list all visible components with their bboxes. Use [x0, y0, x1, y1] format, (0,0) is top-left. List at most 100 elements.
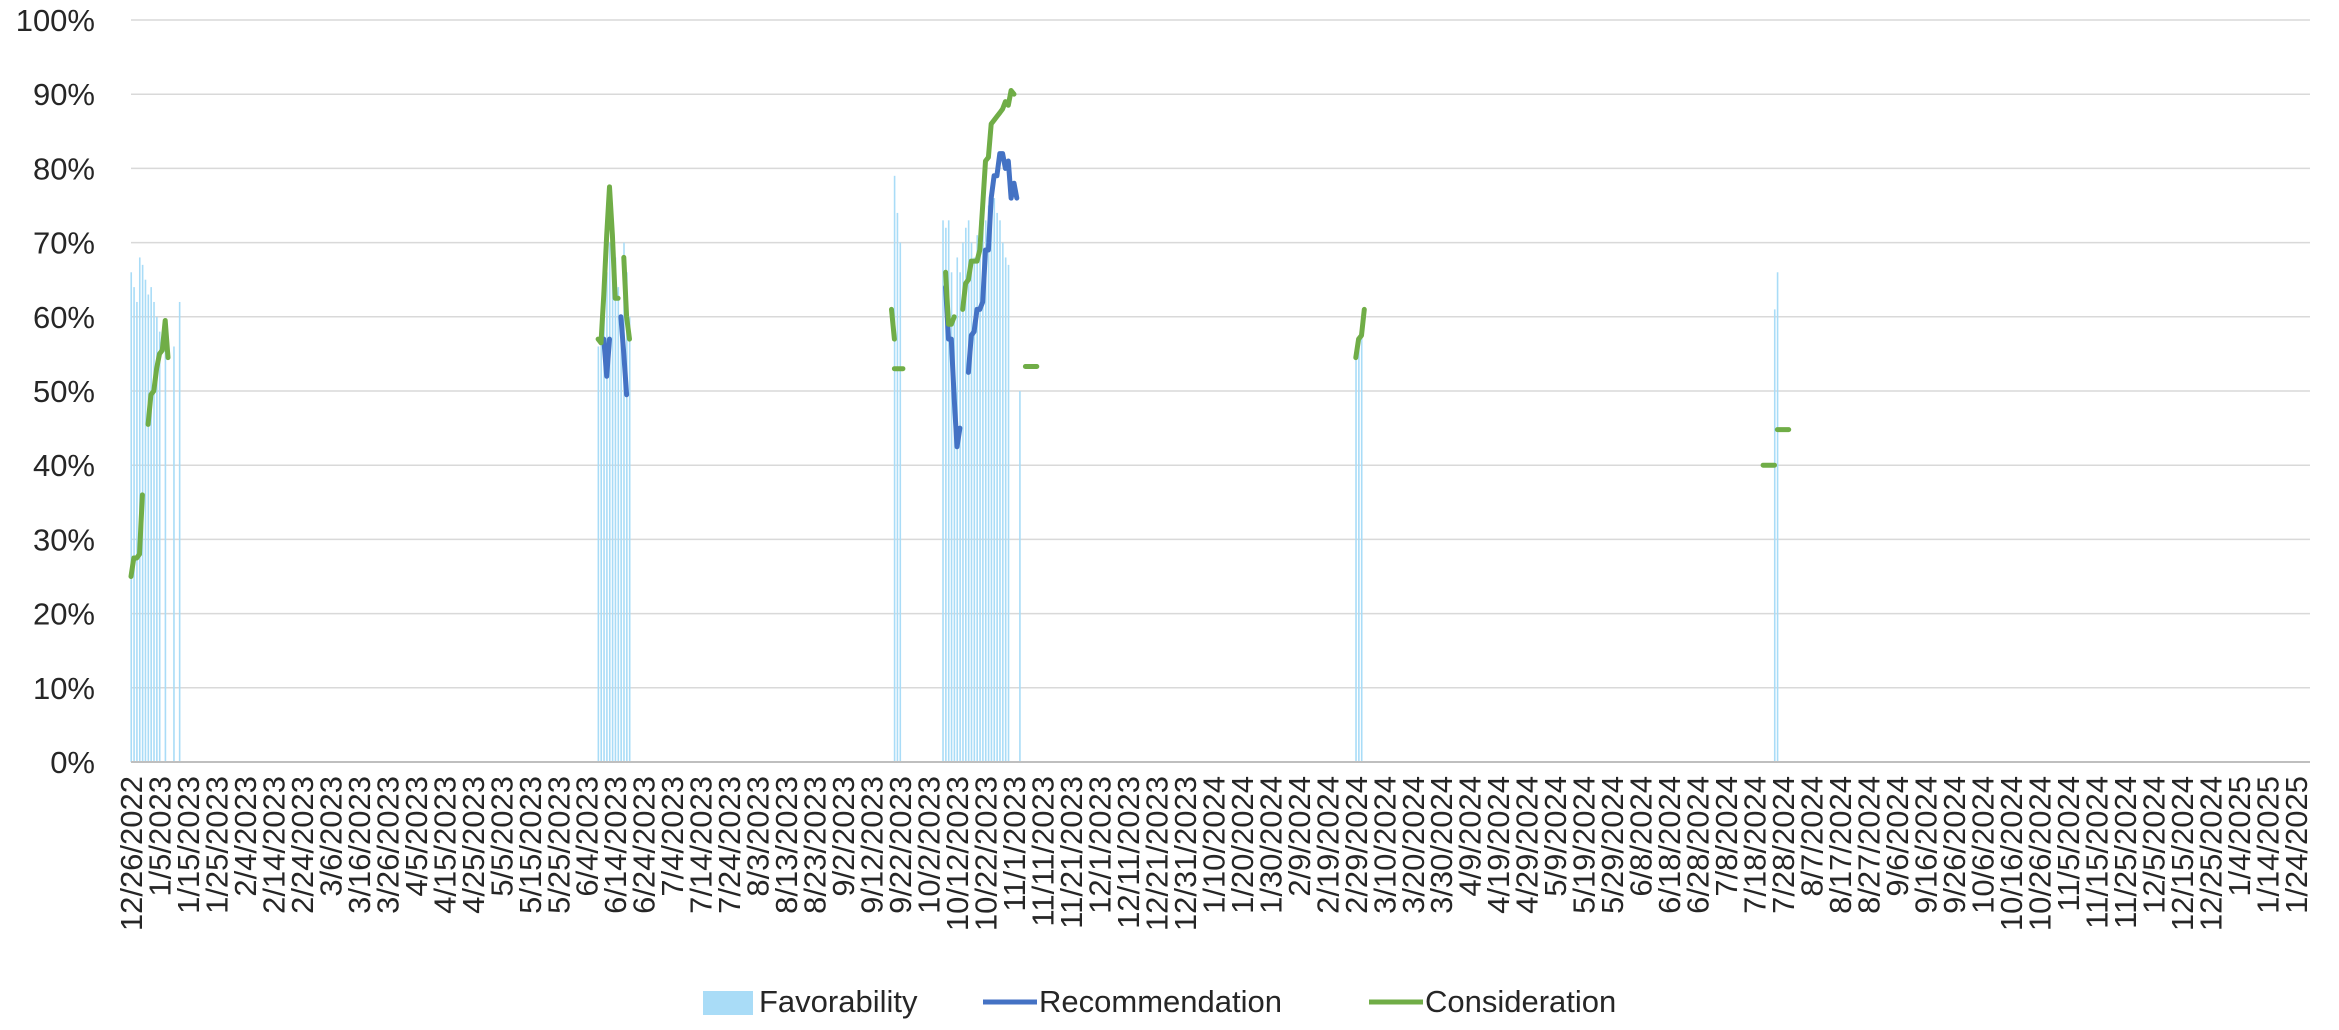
y-tick-label: 0%	[50, 745, 95, 780]
favorability-bar	[164, 339, 167, 762]
favorability-bar	[942, 220, 944, 763]
favorability-bar	[144, 279, 147, 762]
x-tick-label: 11/5/2024	[2051, 776, 2086, 912]
x-tick-label: 1/15/2023	[171, 776, 206, 914]
x-tick-label: 2/14/2023	[256, 776, 291, 914]
favorability-bar	[628, 316, 631, 762]
x-tick-label: 9/12/2023	[855, 776, 890, 914]
legend-item-consideration: Consideration	[1369, 984, 1616, 1019]
favorability-bar	[956, 257, 959, 762]
x-tick-label: 8/17/2024	[1823, 776, 1858, 914]
x-tick-label: 5/5/2023	[484, 776, 519, 897]
x-tick-label: 8/27/2024	[1852, 776, 1887, 914]
favorability-bar	[626, 272, 628, 762]
favorability-bar	[993, 198, 996, 762]
x-tick-label: 6/18/2024	[1652, 776, 1687, 914]
favorability-bar	[950, 272, 953, 762]
favorability-bar	[611, 227, 614, 762]
x-tick-label: 4/15/2023	[427, 776, 462, 914]
x-tick-label: 9/16/2024	[1909, 776, 1944, 914]
x-tick-label: 12/5/2024	[2136, 776, 2171, 914]
x-tick-label: 3/30/2024	[1424, 776, 1459, 914]
y-tick-label: 40%	[33, 448, 95, 483]
favorability-bar	[623, 242, 625, 763]
gridlines	[131, 19, 2310, 689]
series-lines	[128, 88, 1792, 579]
favorability-bar	[153, 301, 155, 762]
consideration-line-segment	[960, 88, 1017, 312]
x-tick-label: 12/11/2023	[1111, 776, 1146, 929]
y-axis-tick-labels: 0% 10% 20% 30% 40% 50% 60% 70% 80% 90% 100%	[16, 3, 95, 780]
favorability-bar	[1358, 339, 1360, 762]
favorability-bar	[178, 301, 181, 762]
x-tick-label: 3/6/2023	[313, 776, 348, 897]
x-tick-label: 11/15/2024	[2079, 776, 2114, 929]
favorability-bar	[147, 294, 150, 762]
x-tick-label: 6/4/2023	[570, 776, 605, 897]
x-tick-label: 7/4/2023	[655, 776, 690, 897]
x-tick-label: 6/24/2023	[627, 776, 662, 914]
x-axis-tick-labels: 12/26/20221/5/20231/15/20231/25/20232/4/…	[114, 776, 2314, 931]
favorability-bar	[987, 205, 990, 762]
x-tick-label: 9/6/2024	[1880, 776, 1915, 897]
favorability-bar	[1019, 391, 1021, 762]
recommendation-line-segment	[943, 284, 963, 450]
recommendation-line-segment	[965, 151, 1020, 375]
favorability-bar	[1360, 316, 1363, 762]
x-tick-label: 6/8/2024	[1624, 776, 1659, 897]
favorability-bar	[1002, 242, 1004, 763]
x-tick-label: 1/4/2025	[2222, 776, 2257, 897]
y-tick-label: 10%	[33, 671, 95, 706]
consideration-line-segment	[595, 184, 621, 346]
x-tick-label: 5/9/2024	[1538, 776, 1573, 897]
favorability-bar	[150, 287, 152, 762]
x-tick-label: 1/14/2025	[2250, 776, 2285, 914]
recommendation-line-segment	[618, 314, 630, 398]
x-tick-label: 8/23/2023	[798, 776, 833, 914]
x-tick-label: 2/4/2023	[228, 776, 263, 897]
consideration-line-segment	[145, 318, 171, 427]
favorability-bar	[1776, 272, 1779, 762]
x-tick-label: 7/28/2024	[1766, 776, 1801, 914]
x-tick-label: 2/19/2024	[1310, 776, 1345, 914]
x-tick-label: 2/9/2024	[1282, 776, 1317, 897]
x-tick-label: 11/1/2023	[997, 776, 1032, 912]
x-tick-label: 7/24/2023	[712, 776, 747, 914]
favorability-bar	[608, 242, 611, 763]
legend-label: Consideration	[1425, 984, 1616, 1019]
x-tick-label: 8/7/2024	[1795, 776, 1830, 897]
x-tick-label: 5/15/2023	[513, 776, 548, 914]
x-tick-label: 5/25/2023	[541, 776, 576, 914]
x-tick-label: 1/10/2024	[1196, 776, 1231, 914]
favorability-bar	[984, 220, 987, 763]
y-tick-label: 30%	[33, 522, 95, 557]
favorability-bar	[893, 175, 896, 762]
favorability-bar	[990, 212, 993, 763]
favorability-bar	[976, 235, 978, 762]
x-tick-label: 2/24/2023	[285, 776, 320, 914]
legend-swatch	[703, 991, 753, 1015]
legend-label: Favorability	[759, 984, 918, 1019]
favorability-bar	[945, 227, 947, 762]
x-tick-label: 1/20/2024	[1225, 776, 1260, 914]
recommendation-line-segment	[601, 336, 612, 379]
x-tick-label: 12/1/2023	[1082, 776, 1117, 914]
x-tick-label: 10/16/2024	[1994, 776, 2029, 931]
consideration-line-segment	[621, 254, 632, 342]
consideration-line-segment	[943, 269, 957, 327]
x-tick-label: 4/25/2023	[456, 776, 491, 914]
x-tick-label: 8/13/2023	[769, 776, 804, 914]
consideration-line-segment	[1353, 306, 1367, 361]
x-tick-label: 12/26/2022	[114, 776, 149, 931]
y-tick-label: 60%	[33, 300, 95, 335]
favorability-bars	[130, 175, 1779, 763]
x-tick-label: 9/2/2023	[826, 776, 861, 897]
x-tick-label: 11/25/2024	[2108, 776, 2143, 929]
favorability-bar	[606, 272, 608, 762]
favorability-bar	[979, 220, 981, 763]
favorability-bar	[999, 220, 1001, 763]
x-tick-label: 9/22/2023	[883, 776, 918, 914]
x-tick-label: 11/11/2023	[1026, 776, 1061, 927]
x-tick-label: 10/22/2023	[969, 776, 1004, 931]
